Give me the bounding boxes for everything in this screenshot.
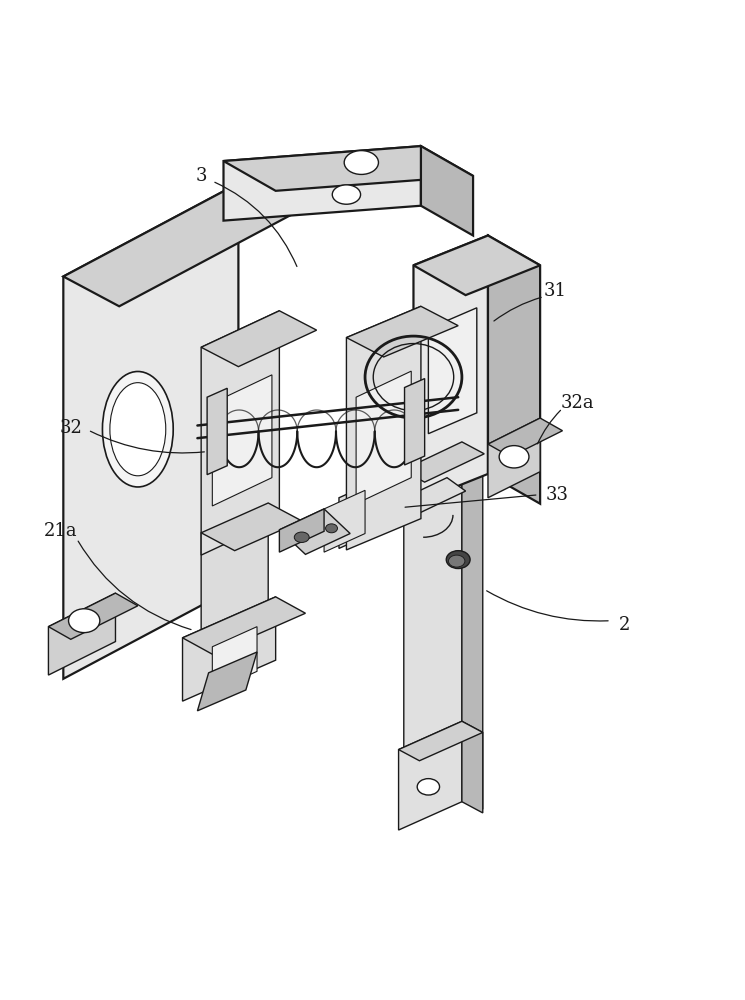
Polygon shape — [413, 236, 540, 295]
Text: 2: 2 — [618, 616, 630, 634]
Polygon shape — [462, 721, 483, 813]
Polygon shape — [339, 463, 417, 548]
Polygon shape — [402, 442, 484, 482]
Polygon shape — [488, 418, 562, 457]
Polygon shape — [201, 503, 302, 551]
Polygon shape — [488, 418, 540, 498]
Polygon shape — [48, 593, 138, 639]
Polygon shape — [346, 306, 458, 357]
Ellipse shape — [326, 524, 337, 533]
Ellipse shape — [417, 779, 440, 795]
Polygon shape — [201, 311, 279, 555]
Polygon shape — [421, 146, 473, 236]
Polygon shape — [212, 627, 257, 691]
Polygon shape — [224, 146, 421, 221]
Polygon shape — [201, 311, 317, 367]
Text: 32: 32 — [60, 419, 82, 437]
Polygon shape — [63, 183, 294, 306]
Polygon shape — [405, 379, 425, 465]
Ellipse shape — [499, 446, 529, 468]
Text: 31: 31 — [544, 282, 566, 300]
Polygon shape — [48, 593, 115, 675]
Polygon shape — [399, 721, 462, 830]
Polygon shape — [462, 464, 483, 809]
Polygon shape — [488, 236, 540, 504]
Polygon shape — [201, 503, 268, 690]
Text: 33: 33 — [546, 486, 568, 504]
Ellipse shape — [344, 151, 378, 174]
Polygon shape — [279, 509, 350, 554]
Ellipse shape — [102, 371, 173, 487]
Ellipse shape — [332, 185, 361, 204]
Ellipse shape — [294, 532, 309, 542]
Polygon shape — [387, 478, 466, 519]
Polygon shape — [413, 236, 488, 504]
Text: 21a: 21a — [44, 522, 78, 540]
Ellipse shape — [448, 555, 465, 567]
Polygon shape — [197, 652, 257, 711]
Polygon shape — [183, 597, 276, 701]
Polygon shape — [356, 371, 411, 504]
Polygon shape — [399, 721, 483, 761]
Polygon shape — [404, 464, 462, 826]
Polygon shape — [212, 375, 272, 506]
Text: 3: 3 — [195, 167, 207, 185]
Polygon shape — [346, 306, 421, 550]
Ellipse shape — [110, 383, 165, 476]
Polygon shape — [279, 509, 324, 552]
Polygon shape — [428, 308, 477, 434]
Ellipse shape — [446, 551, 470, 569]
Polygon shape — [207, 388, 227, 475]
Ellipse shape — [69, 609, 100, 633]
Polygon shape — [324, 490, 365, 552]
Polygon shape — [183, 597, 305, 654]
Polygon shape — [224, 146, 473, 191]
Polygon shape — [63, 183, 238, 679]
Text: 32a: 32a — [560, 394, 595, 412]
